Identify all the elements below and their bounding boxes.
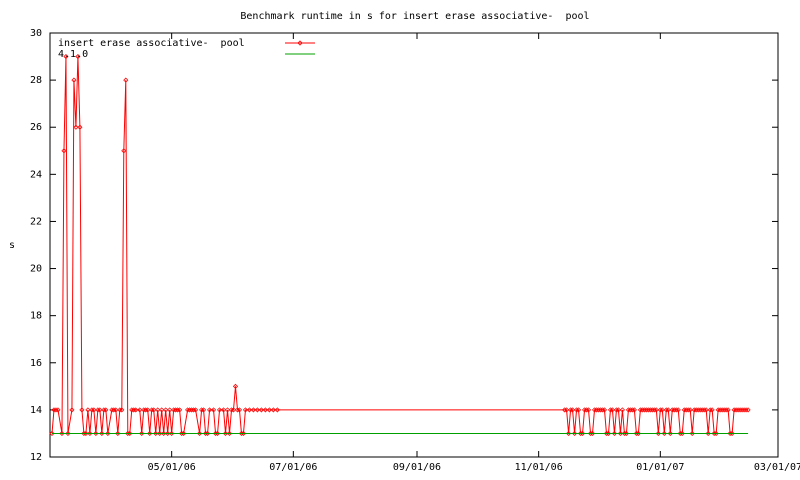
data-point	[191, 407, 197, 413]
data-point	[236, 407, 243, 413]
data-point	[193, 407, 199, 413]
data-point	[585, 407, 592, 413]
y-tick-label: 24	[30, 169, 42, 180]
data-point	[663, 407, 669, 413]
data-point	[117, 407, 123, 413]
data-point	[562, 407, 568, 413]
data-point	[123, 77, 129, 83]
data-point	[210, 407, 217, 413]
data-point	[201, 407, 207, 413]
data-point	[232, 383, 239, 389]
x-tick-label: 05/01/06	[148, 462, 196, 473]
data-point	[111, 407, 117, 413]
data-point	[675, 407, 681, 413]
x-tick-label: 09/01/06	[393, 462, 441, 473]
data-point	[583, 407, 590, 413]
x-tick-label: 03/01/07	[754, 462, 800, 473]
legend-label: insert erase associative- pool	[58, 38, 245, 49]
data-point	[575, 407, 582, 413]
data-point	[79, 407, 85, 413]
data-point	[709, 407, 715, 413]
data-point	[685, 407, 691, 413]
plot-frame	[49, 32, 779, 458]
data-point	[599, 407, 606, 413]
data-point	[89, 407, 95, 413]
data-point	[743, 407, 749, 413]
y-axis-label: s	[9, 240, 15, 251]
data-point	[75, 53, 81, 60]
data-point	[121, 148, 127, 154]
y-tick-label: 30	[30, 28, 42, 39]
data-point	[131, 407, 137, 413]
x-tick-label: 11/01/06	[515, 462, 563, 473]
y-tick-label: 26	[30, 122, 42, 133]
data-point	[601, 407, 608, 413]
chart-title: Benchmark runtime in s for insert erase …	[240, 11, 589, 22]
data-point	[95, 407, 101, 413]
legend-marker	[297, 40, 303, 46]
data-point	[101, 407, 107, 413]
data-point	[701, 407, 707, 413]
data-point	[607, 407, 614, 413]
y-tick-label: 28	[30, 75, 42, 86]
data-point	[725, 407, 731, 413]
y-tick-label: 16	[30, 358, 42, 369]
data-point	[274, 407, 280, 413]
data-point	[573, 407, 580, 413]
data-point	[228, 407, 235, 413]
data-point	[119, 407, 125, 413]
y-tick-label: 22	[30, 216, 42, 227]
data-point	[143, 407, 149, 413]
data-point	[55, 407, 61, 413]
data-point	[177, 407, 183, 413]
series-line	[51, 56, 749, 434]
data-point	[69, 407, 75, 413]
y-tick-label: 12	[30, 452, 42, 463]
data-point	[568, 407, 574, 413]
data-point	[657, 407, 663, 413]
data-point	[103, 407, 109, 413]
data-point	[61, 148, 67, 154]
data-point	[175, 407, 181, 413]
data-point	[673, 407, 679, 413]
y-tick-label: 14	[30, 405, 42, 416]
data-point	[619, 407, 625, 413]
data-point	[63, 53, 69, 60]
data-point	[199, 407, 205, 413]
x-tick-label: 07/01/06	[269, 462, 317, 473]
data-point	[77, 124, 83, 130]
y-tick-label: 18	[30, 311, 42, 322]
x-tick-label: 01/01/07	[636, 462, 684, 473]
data-point	[234, 407, 241, 413]
data-point	[707, 407, 713, 413]
data-point	[71, 77, 77, 83]
data-point	[613, 407, 620, 413]
data-point	[629, 407, 635, 413]
legend-label: 4.1.0	[58, 49, 88, 60]
data-point	[631, 407, 637, 413]
data-point	[745, 407, 751, 413]
data-point	[149, 407, 155, 413]
data-point	[723, 407, 729, 413]
data-point	[53, 407, 59, 413]
data-point	[651, 407, 657, 413]
y-tick-label: 20	[30, 264, 42, 275]
